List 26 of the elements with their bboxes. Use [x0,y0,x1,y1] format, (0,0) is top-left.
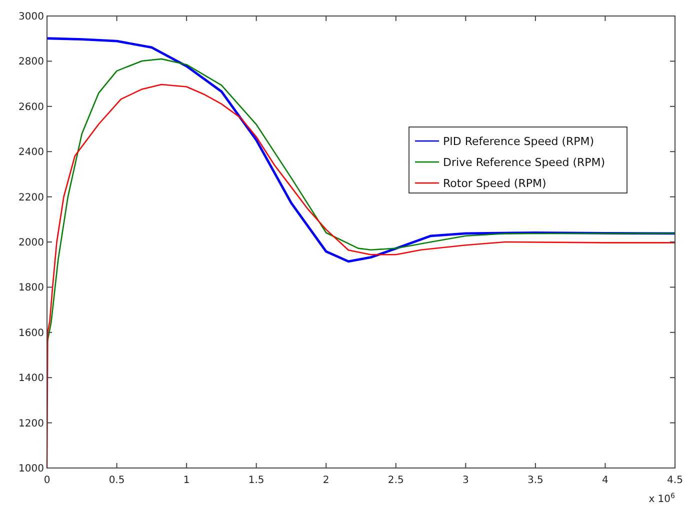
y-tick-label: 1400 [18,373,44,384]
y-tick-label: 2600 [18,102,44,113]
legend-label: Rotor Speed (RPM) [443,177,546,190]
y-tick-label: 2400 [18,147,44,158]
y-tick-label: 1600 [18,328,44,339]
x-tick-label: 4.5 [667,475,683,486]
x-tick-label: 4 [602,475,608,486]
y-tick-label: 1800 [18,282,44,294]
x-tick-label: 1 [183,475,190,486]
line-series [46,37,676,263]
y-tick-label: 1200 [18,418,44,430]
legend-label: PID Reference Speed (RPM) [443,135,594,148]
x-tick-label: 3 [462,475,469,486]
text: x 10$^{6}$ [648,492,676,505]
y-tick-label: 1000 [18,464,44,474]
legend-label: Drive Reference Speed (RPM) [443,156,606,169]
y-tick-label: 2200 [18,192,44,204]
x-tick-label: 2 [322,475,330,486]
x-tick-label: 0 [44,475,50,486]
y-tick-label: 2000 [18,238,44,248]
y-tick-label: 3000 [18,12,44,22]
x-tick-label: 3.5 [527,475,544,486]
y-tick-label: 2800 [18,56,44,68]
x-tick-label: 2.5 [388,475,404,486]
x-tick-label: 0.5 [108,475,125,486]
x-tick-label: 1.5 [248,475,264,486]
